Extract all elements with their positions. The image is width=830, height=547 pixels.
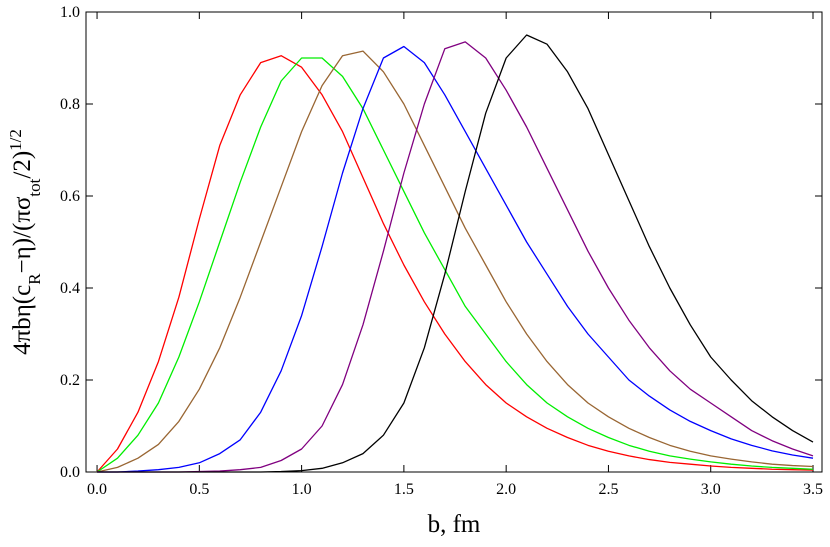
x-tick-label: 1.0 (292, 481, 312, 498)
series-line (97, 45, 814, 473)
x-tick-label: 2.5 (598, 481, 618, 498)
x-tick-label: 3.5 (803, 481, 823, 498)
x-tick-label: 1.5 (394, 481, 414, 498)
series-line (96, 55, 814, 473)
plot-frame (85, 11, 823, 473)
x-tick-label: 0.5 (189, 481, 209, 498)
y-tick-label: 0.2 (60, 372, 80, 389)
series-line (96, 57, 814, 473)
y-tick-label: 0.0 (60, 464, 80, 481)
subscript: tot (25, 178, 44, 196)
label-part: /2) (9, 151, 36, 179)
y-tick-label: 1.0 (60, 4, 80, 21)
y-tick-label: 0.8 (60, 96, 80, 113)
x-axis-title: b, fm (428, 511, 481, 538)
label-part: −η)/(πσ (9, 196, 36, 273)
series-line (96, 50, 814, 473)
x-tick-label: 0.0 (87, 481, 107, 498)
y-tick-label: 0.4 (60, 280, 80, 297)
x-tick-label: 2.0 (496, 481, 516, 498)
superscript: 1/2 (6, 129, 25, 151)
y-axis-title: 4πbη(cR−η)/(πσtot/2)1/2 (6, 129, 44, 355)
subscript: R (25, 273, 44, 285)
series-line (97, 34, 814, 473)
y-tick-label: 0.6 (60, 188, 80, 205)
series-line (97, 41, 814, 473)
label-part: 4πbη(c (9, 285, 36, 355)
x-tick-label: 3.0 (701, 481, 721, 498)
